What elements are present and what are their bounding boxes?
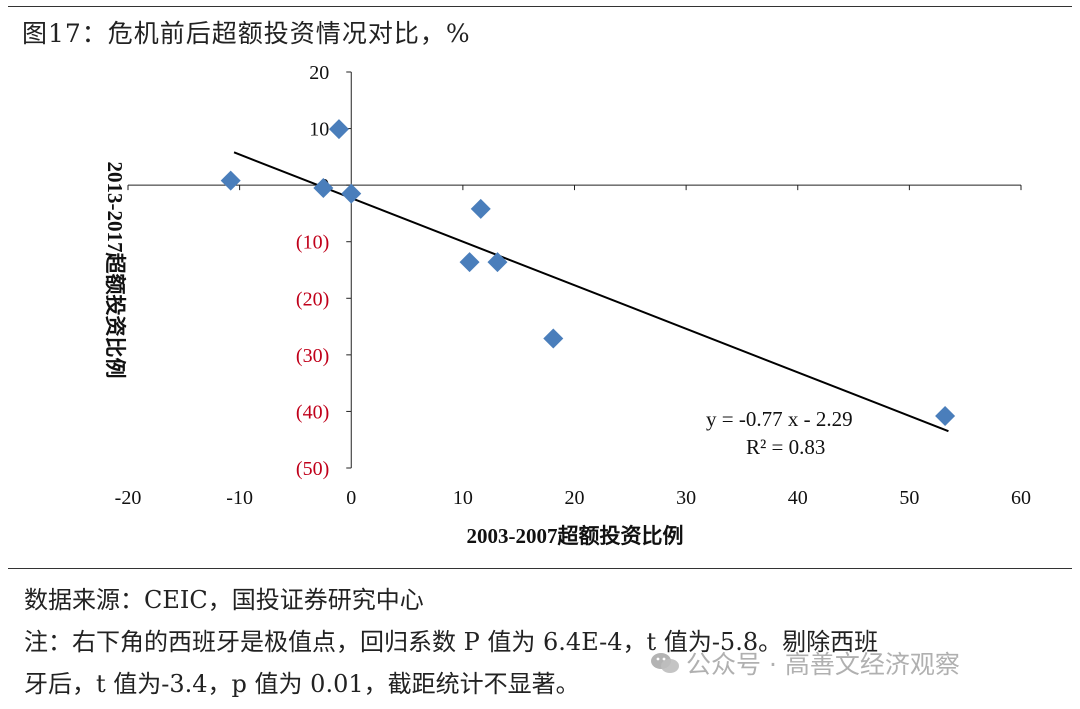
x-tick-labels: -20 -10 0 10 20 30 40 50 60 xyxy=(115,487,1031,509)
y-tick-label: (10) xyxy=(296,232,329,254)
data-point xyxy=(328,119,349,140)
x-tick-label: 40 xyxy=(788,487,808,509)
x-tick-label: -10 xyxy=(226,487,253,509)
y-tick-label: (50) xyxy=(296,458,329,480)
data-point xyxy=(313,177,334,198)
x-tick-label: -20 xyxy=(115,487,142,509)
trendline-group xyxy=(233,151,949,433)
scatter-chart: 20 10 0 (10) (20) (30) (40) (50) -20 -10 0 10 20 30 4… xyxy=(103,62,1031,548)
x-tick-label: 60 xyxy=(1011,487,1031,509)
data-point xyxy=(459,252,480,273)
y-tick-label: (40) xyxy=(296,401,329,423)
data-point xyxy=(470,198,491,219)
y-axis-label: 2013-2017超额投资比例 xyxy=(103,162,127,379)
y-tick-label: 20 xyxy=(309,62,329,84)
x-tick-label: 50 xyxy=(899,487,919,509)
y-tick-label: (20) xyxy=(296,288,329,310)
data-point xyxy=(543,328,564,349)
trend-r-squared: R² = 0.83 xyxy=(746,435,825,459)
x-axis-label: 2003-2007超额投资比例 xyxy=(467,524,684,548)
y-tick-label: 10 xyxy=(309,119,329,141)
watermark-text: 公众号 · 高善文经济观察 xyxy=(686,650,960,679)
data-point xyxy=(935,405,956,426)
x-tick-label: 0 xyxy=(346,487,356,509)
x-tick-label: 30 xyxy=(676,487,696,509)
footnote-line-1: 注：右下角的西班牙是极值点，回归系数 P 值为 6.4E-4，t 值为-5.8。… xyxy=(24,628,879,656)
source-note: 数据来源：CEIC，国投证券研究中心 xyxy=(24,586,424,614)
data-point xyxy=(220,170,241,191)
bottom-rule xyxy=(8,568,1072,569)
data-point xyxy=(341,183,362,204)
trendline xyxy=(233,151,949,433)
trend-equation: y = -0.77 x - 2.29 xyxy=(706,407,853,431)
top-rule xyxy=(8,6,1072,7)
watermark: 公众号 · 高善文经济观察 xyxy=(650,645,960,681)
data-points xyxy=(220,119,956,426)
y-tick-label: (30) xyxy=(296,345,329,367)
figure-title: 图17：危机前后超额投资情况对比，% xyxy=(22,19,471,48)
chart-axes xyxy=(127,71,1022,469)
footnote-line-2: 牙后，t 值为-3.4，p 值为 0.01，截距统计不显著。 xyxy=(24,670,580,698)
data-point xyxy=(487,252,508,273)
x-tick-label: 10 xyxy=(453,487,473,509)
wechat-icon xyxy=(651,653,679,673)
y-tick-labels: 20100(10)(20)(30)(40)(50) xyxy=(296,62,329,480)
x-tick-label: 20 xyxy=(565,487,585,509)
